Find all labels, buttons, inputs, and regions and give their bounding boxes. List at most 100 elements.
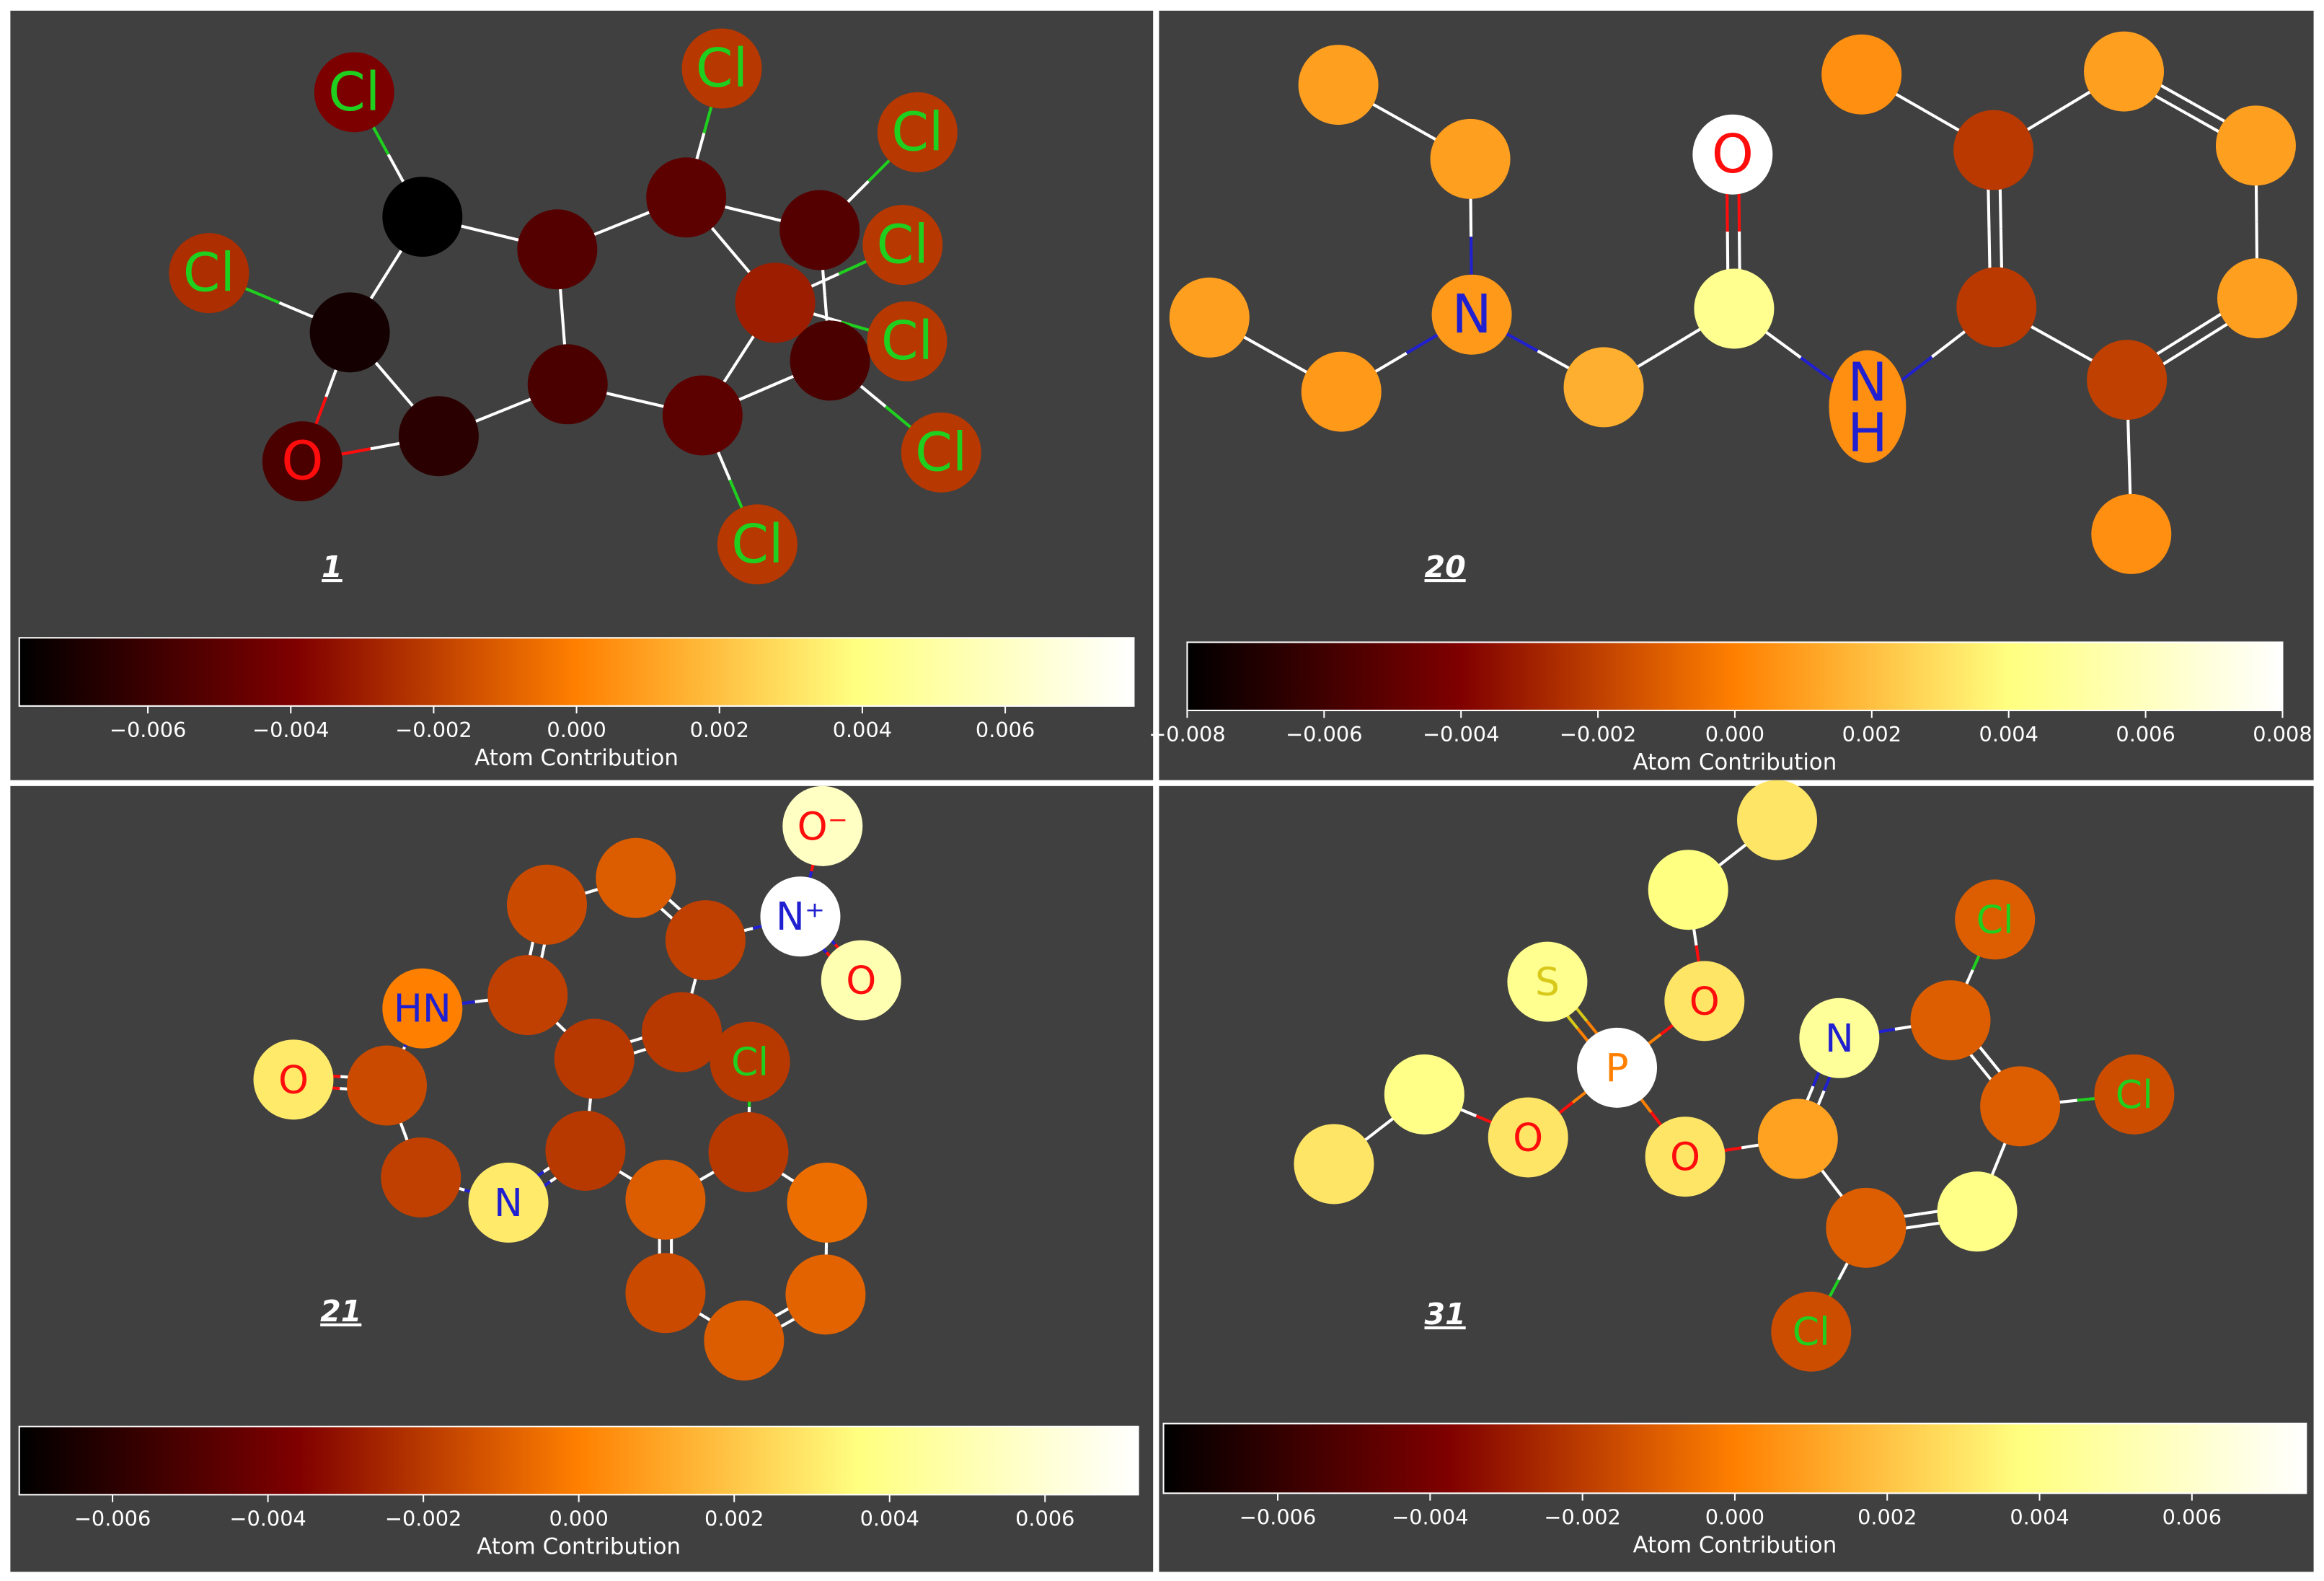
atom-label-o-o3: O [846, 958, 876, 1003]
atom-label-cl-cl5: Cl [877, 214, 929, 276]
atom-label-o-o2: O⁻ [798, 803, 848, 849]
colorbar-1: −0.006 −0.004 −0.002 0.000 0.002 0.004 0.006 At… [18, 637, 1135, 771]
atom-halo-c-c8 [779, 190, 860, 270]
atom-halo-c-c1 [1737, 780, 1818, 860]
atom-halo-c-c4 [1294, 1124, 1374, 1205]
atom-halo-n-n2 [468, 1162, 549, 1243]
atom-halo-c-c15 [625, 1253, 706, 1334]
colorbar-tick-label-20-1: −0.006 [1286, 722, 1362, 747]
atom-halo-c-c5 [1563, 347, 1644, 428]
atom-label-o-o2: O [1513, 1114, 1543, 1160]
atom-halo-o-o1 [1692, 114, 1773, 195]
colorbar-tick-label-21-1: −0.004 [229, 1507, 306, 1531]
atom-halo-c-c5 [1757, 1098, 1838, 1179]
atom-halo-cl-cl8 [717, 504, 798, 585]
atom-label-o-o1: O [278, 1057, 309, 1102]
atom-halo-c-c3 [487, 955, 568, 1036]
atom-halo-c-c4 [1301, 351, 1382, 432]
colorbar-title-21: Atom Contribution [477, 1534, 681, 1560]
atom-halo-c-c3 [398, 396, 479, 477]
atom-halo-c-c7 [1980, 1066, 2061, 1147]
panel-molecule-1: Cl Cl O Cl Cl Cl Cl Cl Cl 1 −0.006 −0.004 −0.002 0.… [10, 10, 1154, 780]
atom-halo-c-c8 [554, 1018, 635, 1099]
molecule-number-21: 21 [320, 1294, 361, 1329]
atom-label-o-o1: O [281, 431, 323, 493]
atom-halo-o-o2 [782, 785, 863, 866]
atom-halo-c-c11 [2215, 105, 2296, 186]
atom-halo-c-c9 [1821, 34, 1902, 115]
colorbar-tick-label-1-6: 0.006 [976, 718, 1035, 742]
colorbar-gradient-20 [1186, 641, 2284, 712]
atom-halo-n-n1 [382, 968, 463, 1049]
atom-halo-c-c14 [2091, 493, 2172, 574]
colorbar-tick-label-1-3: 0.000 [547, 718, 606, 742]
atom-halo-o-o3 [821, 940, 901, 1021]
molecule-number-1: 1 [322, 550, 343, 584]
atom-label-n-n1: N [1452, 283, 1491, 345]
atom-halo-c-c6 [665, 900, 746, 981]
atom-halo-c-c3 [1384, 1054, 1464, 1135]
colorbar-tick-label-1-4: 0.002 [690, 718, 749, 742]
colorbar-gradient-1 [18, 637, 1135, 707]
atom-halo-n-n3 [760, 876, 841, 957]
colorbar-20: −0.008 −0.006 −0.004 −0.002 0.000 0.002 0.004 0… [1149, 641, 2312, 775]
atom-halo-o-o2 [1488, 1097, 1568, 1178]
atom-halo-c-c7 [662, 375, 743, 456]
atom-label-o-o1: O [1712, 123, 1754, 185]
atom-label-cl-cl3: Cl [696, 38, 748, 100]
atom-label-cl-cl6: Cl [881, 310, 933, 372]
atom-halo-c-c2 [1430, 118, 1511, 199]
atom-label-n-n2-line0: N [1847, 352, 1887, 414]
colorbar-title-20: Atom Contribution [1633, 749, 1837, 775]
colorbar-tick-label-20-8: 0.008 [2253, 722, 2312, 747]
panel-molecule-21: O HN N N⁺ O⁻ O Cl 21 −0.006 −0.004 −0.002 0.000 0.… [10, 785, 1154, 1572]
atom-label-o-o3: O [1670, 1134, 1700, 1179]
atom-halo-c-c9 [1826, 1187, 1907, 1268]
atom-halo-cl-cl3 [681, 28, 762, 109]
atom-halo-c-c7 [642, 992, 723, 1073]
atom-label-n-n2-line1: H [1847, 402, 1888, 464]
colorbar-tick-label-31-5: 0.004 [2010, 1505, 2069, 1529]
atom-halo-c-c2 [309, 292, 390, 373]
atom-label-cl-cl2: Cl [183, 242, 235, 304]
colorbar-tick-label-31-1: −0.004 [1392, 1505, 1468, 1529]
atom-halo-o-o1 [253, 1039, 334, 1120]
atom-halo-c-c8 [1937, 1171, 2018, 1252]
colorbar-tick-label-31-4: 0.002 [1857, 1505, 1917, 1529]
colorbar-tick-label-20-4: 0.000 [1705, 722, 1764, 747]
atom-halo-c-c13 [785, 1254, 866, 1335]
atom-halo-c-c6 [646, 157, 727, 238]
atom-halo-c-c12 [787, 1162, 867, 1243]
colorbar-tick-label-1-1: −0.004 [252, 718, 329, 742]
atom-halo-c-c10 [790, 320, 870, 401]
colorbar-31: −0.006 −0.004 −0.002 0.000 0.002 0.004 0.006 At… [1162, 1422, 2307, 1559]
atom-halo-c-c1 [382, 177, 463, 257]
atom-label-cl-cl3: Cl [1793, 1309, 1830, 1355]
atom-halo-c-c2 [1648, 850, 1728, 930]
atom-label-cl-cl1: Cl [1976, 897, 2014, 942]
atom-halo-cl-cl1 [1955, 879, 2036, 960]
atom-halo-n-n1 [1431, 274, 1512, 355]
colorbar-tick-label-21-2: −0.002 [385, 1507, 461, 1531]
atom-halo-c-c12 [2217, 258, 2298, 339]
atom-label-n-n3: N⁺ [776, 894, 825, 939]
atom-halo-c-c11 [708, 1112, 789, 1193]
colorbar-gradient-21 [18, 1425, 1139, 1496]
colorbar-tick-label-20-5: 0.002 [1842, 722, 1901, 747]
colorbar-tick-label-1-5: 0.004 [833, 718, 892, 742]
colorbar-tick-label-31-0: −0.006 [1240, 1505, 1316, 1529]
atom-halo-cl-cl7 [901, 412, 981, 493]
atom-label-cl-cl1: Cl [328, 61, 380, 123]
atom-halo-c-c10 [625, 1159, 706, 1240]
atom-halo-cl-cl6 [867, 301, 947, 382]
atom-label-n-n1: HN [394, 986, 451, 1031]
colorbar-tick-label-20-7: 0.006 [2116, 722, 2175, 747]
atom-halo-c-c1 [346, 1045, 427, 1126]
atom-halo-c-c5 [527, 344, 608, 425]
colorbar-tick-label-21-5: 0.004 [860, 1507, 919, 1531]
atom-halo-c-c5 [596, 837, 676, 918]
atom-label-n-n1: N [1825, 1016, 1854, 1061]
atom-halo-cl-cl5 [862, 205, 943, 286]
